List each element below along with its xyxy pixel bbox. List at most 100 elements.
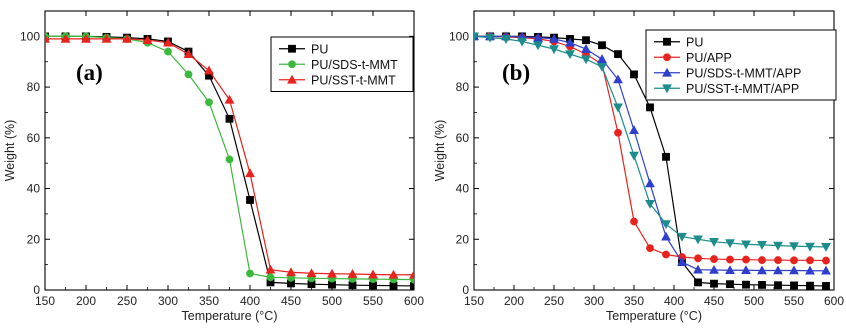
data-point [646, 244, 654, 253]
data-point [741, 265, 751, 275]
legend-entry: PU/SDS-t-MMT/APP [686, 66, 801, 80]
data-point [774, 256, 782, 264]
y-tick-label: 40 [27, 182, 41, 196]
data-point [614, 50, 622, 59]
data-point [205, 98, 213, 107]
data-point [246, 196, 254, 204]
data-point [245, 168, 255, 178]
data-point [409, 269, 414, 279]
y-tick-label: 20 [456, 232, 470, 246]
data-point [725, 265, 735, 275]
panel-label: (a) [76, 60, 103, 85]
x-tick-label: 600 [404, 294, 424, 308]
legend-entry: PU/APP [686, 51, 732, 65]
data-point [630, 217, 638, 226]
y-tick-label: 60 [27, 131, 41, 145]
y-tick-label: 0 [33, 283, 40, 297]
data-point [694, 278, 702, 287]
data-area [474, 31, 831, 290]
data-area [45, 32, 414, 290]
data-point [183, 49, 194, 58]
data-point [645, 178, 655, 188]
data-point [677, 232, 687, 242]
data-point [821, 243, 831, 252]
data-point [286, 267, 296, 277]
x-tick-label: 350 [199, 294, 219, 308]
data-point [265, 264, 276, 274]
x-axis-title: Temperature (°C) [606, 309, 702, 323]
data-point [709, 237, 719, 247]
data-point [694, 254, 702, 263]
x-tick-label: 450 [704, 294, 724, 308]
data-point [693, 235, 703, 245]
data-point [726, 280, 734, 289]
y-axis-title: Weight (%) [3, 120, 17, 182]
data-point [224, 94, 235, 104]
data-point [821, 265, 831, 275]
data-point [306, 268, 317, 278]
x-tick-label: 200 [504, 294, 524, 308]
x-tick-label: 200 [76, 294, 96, 308]
data-point [581, 55, 591, 65]
data-point [598, 41, 606, 50]
data-point [629, 125, 639, 135]
data-point [517, 37, 527, 47]
data-point [101, 33, 112, 43]
data-point [485, 33, 495, 43]
data-point [474, 32, 479, 42]
legend-marker [662, 67, 672, 77]
x-tick-label: 400 [240, 294, 260, 308]
data-point [164, 47, 172, 56]
legend-entry: PU/SST-t-MMT [311, 73, 396, 87]
data-point [122, 33, 132, 43]
legend-marker [663, 53, 671, 62]
x-tick-label: 300 [584, 294, 604, 308]
data-point [549, 33, 559, 43]
data-point [790, 281, 798, 290]
data-point [613, 103, 623, 113]
data-point [806, 281, 814, 290]
data-point [582, 36, 590, 45]
x-tick-label: 450 [281, 294, 301, 308]
data-point [225, 155, 234, 164]
chart-panel-b: 150 200 250 300 350 400 450 500 550 600 0 20 40 60 80 1… [433, 10, 844, 323]
x-tick-label: 250 [544, 294, 564, 308]
x-tick-label: 550 [784, 294, 804, 308]
data-point [677, 257, 687, 266]
x-tick-label: 400 [664, 294, 684, 308]
data-point [204, 65, 214, 75]
chart-panel-a: 150 200 250 300 350 400 450 500 550 600 0 20 40 60 80 1… [3, 10, 424, 323]
data-point [822, 282, 830, 290]
data-point [533, 32, 543, 42]
data-point [549, 45, 559, 55]
y-tick-label: 100 [449, 29, 469, 43]
x-tick-label: 150 [35, 294, 55, 308]
data-point [789, 265, 799, 275]
data-point [726, 255, 734, 264]
legend-marker [662, 84, 672, 94]
data-point [646, 103, 654, 112]
data-point [662, 250, 670, 259]
x-tick-label: 600 [824, 294, 844, 308]
data-point [661, 220, 671, 230]
x-tick-label: 350 [624, 294, 644, 308]
data-point [581, 44, 591, 53]
legend-marker [288, 44, 296, 53]
panel-label: (b) [502, 60, 530, 85]
data-point [758, 281, 766, 289]
data-point [741, 240, 751, 250]
y-tick-label: 100 [20, 29, 40, 43]
data-point [246, 269, 254, 278]
x-tick-label: 500 [744, 294, 764, 308]
data-point [805, 242, 815, 252]
data-point [630, 70, 638, 79]
data-point [614, 128, 622, 137]
data-point [757, 265, 767, 275]
data-point [742, 255, 750, 264]
data-point [742, 280, 750, 289]
data-point [710, 279, 718, 288]
data-point [184, 70, 193, 79]
data-point [693, 264, 703, 274]
